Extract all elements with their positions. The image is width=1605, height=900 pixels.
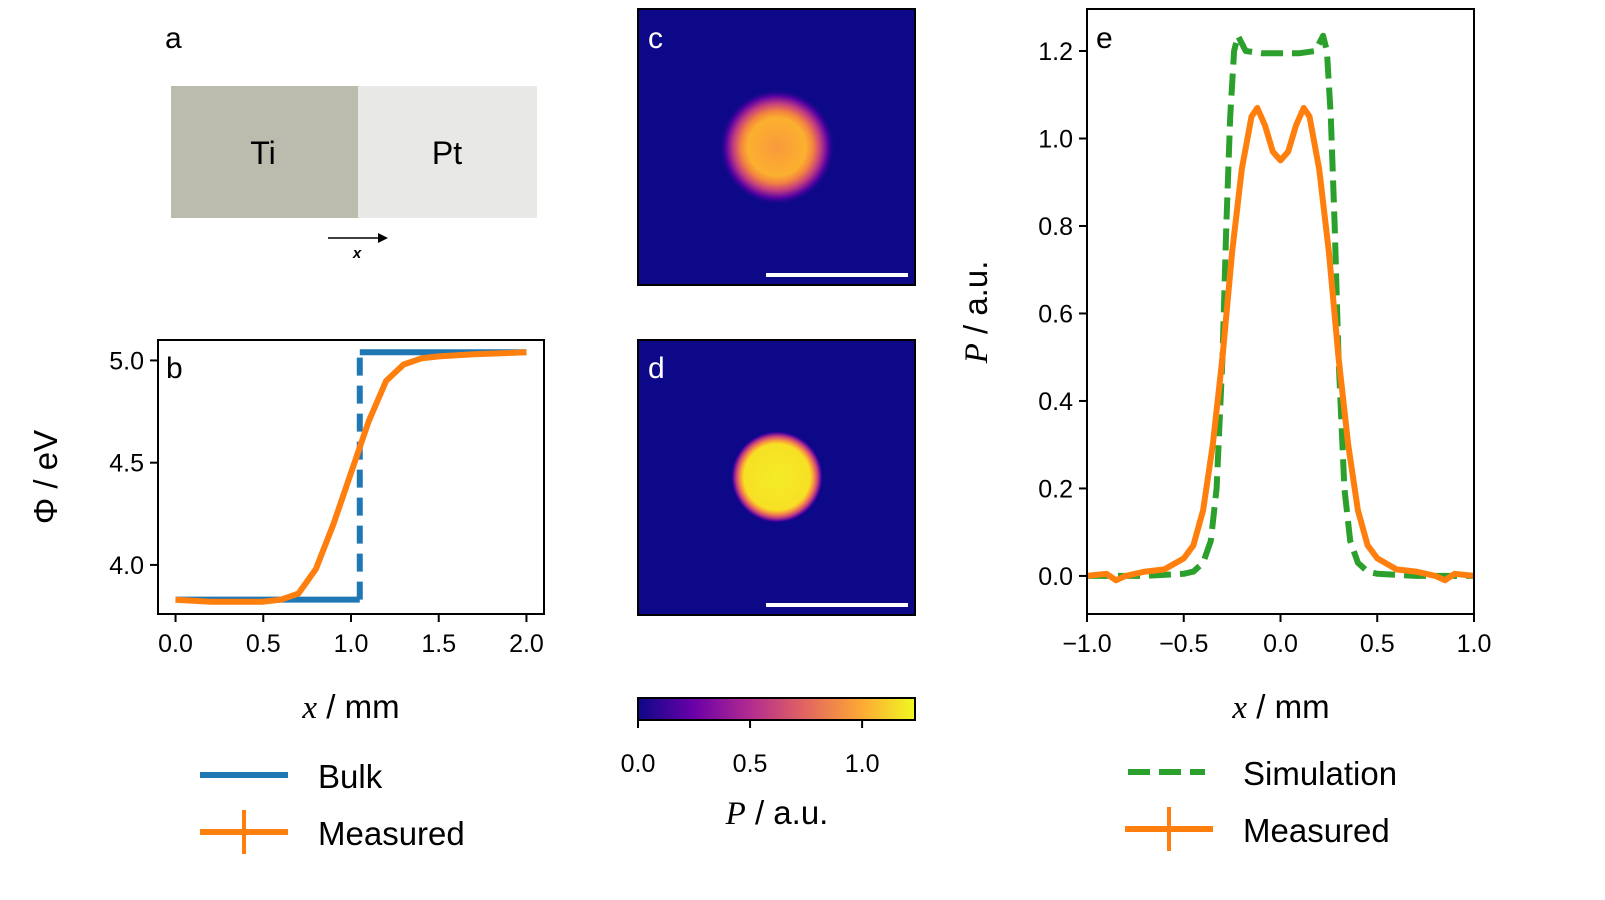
colorbar: P / a.u. 0.0 0.5 1.0 xyxy=(621,697,916,832)
y-tick-label-b: 4.5 xyxy=(109,450,144,478)
x-tick-label-e: −1.0 xyxy=(1062,630,1111,658)
ti-region xyxy=(171,86,358,218)
colorbar-tick-label: 1.0 xyxy=(845,750,880,778)
x-tick-label-b: 1.0 xyxy=(334,630,369,658)
x-var: x xyxy=(301,690,317,726)
legend-label-measured-b: Measured xyxy=(318,815,465,852)
y-tick-label-e: 0.8 xyxy=(1038,213,1073,241)
series-line-simulation-e xyxy=(1087,32,1474,579)
p-unit: / a.u. xyxy=(746,794,829,831)
p-var: P xyxy=(725,796,746,832)
legend-label-measured-e: Measured xyxy=(1243,812,1390,849)
panel-label-a: a xyxy=(165,22,182,55)
y-axis-label-b: Φ / eV xyxy=(27,430,64,524)
panel-label-c: c xyxy=(648,22,663,55)
x-axis-symbol: x xyxy=(352,245,362,262)
image-d-frame xyxy=(637,339,916,616)
panel-label-d: d xyxy=(648,352,665,385)
arrow-head-icon xyxy=(378,233,388,243)
x-tick-label-b: 0.5 xyxy=(246,630,281,658)
y-tick-label-e: 0.2 xyxy=(1038,475,1073,503)
x-tick-label-e: −0.5 xyxy=(1159,630,1208,658)
panel-a-schematic: a Ti Pt x xyxy=(165,22,537,262)
x-axis-label-b: x / mm xyxy=(301,688,399,726)
pt-region xyxy=(358,86,537,218)
ring-spot xyxy=(719,89,835,205)
p-var-e: P xyxy=(959,343,995,364)
panel-label-e: e xyxy=(1096,22,1113,55)
x-unit: / mm xyxy=(317,688,399,725)
y-tick-label-e: 1.0 xyxy=(1038,125,1073,153)
x-tick-label-b: 0.0 xyxy=(158,630,193,658)
y-tick-label-b: 5.0 xyxy=(109,347,144,375)
panel-label-b: b xyxy=(166,352,183,385)
panel-b-chart: b Φ / eV x / mm 0.0 0.5 1.0 1.5 2.0 4.0 4.5 5.0 xyxy=(27,339,545,726)
x-unit-e: / mm xyxy=(1247,688,1329,725)
y-tick-label-e: 0.4 xyxy=(1038,388,1073,416)
panel-c-image: c xyxy=(637,8,916,286)
x-var-e: x xyxy=(1231,690,1247,726)
x-tick-label-e: 0.5 xyxy=(1360,630,1395,658)
colorbar-label: P / a.u. xyxy=(725,794,829,832)
x-axis-label-e: x / mm xyxy=(1231,688,1329,726)
x-tick-label-e: 1.0 xyxy=(1457,630,1492,658)
colorbar-tick-label: 0.0 xyxy=(621,750,656,778)
legend-label-simulation: Simulation xyxy=(1243,755,1397,792)
series-line-measured-e xyxy=(1086,104,1475,584)
image-c-frame xyxy=(637,8,916,286)
x-tick-label-e: 0.0 xyxy=(1263,630,1298,658)
x-tick-label-b: 1.5 xyxy=(421,630,456,658)
panel-d-image: d xyxy=(637,339,916,616)
y-tick-label-b: 4.0 xyxy=(109,552,144,580)
legend-e: Simulation Measured xyxy=(1125,755,1397,851)
y-tick-label-e: 1.2 xyxy=(1038,38,1073,66)
panel-e-chart: e P / a.u. x / mm −1.0 −0.5 0.0 0.5 1.0 0.0 0.… xyxy=(957,8,1492,726)
pt-label: Pt xyxy=(432,135,462,171)
p-unit-e: / a.u. xyxy=(957,261,994,344)
colorbar-gradient xyxy=(637,697,916,721)
disk-spot xyxy=(731,431,823,523)
legend-label-bulk: Bulk xyxy=(318,758,383,795)
colorbar-tick-label: 0.5 xyxy=(733,750,768,778)
x-tick-label-b: 2.0 xyxy=(509,630,544,658)
legend-b: Bulk Measured xyxy=(200,758,465,854)
axes-frame-e xyxy=(1086,8,1475,615)
ti-label: Ti xyxy=(250,135,275,171)
y-tick-label-e: 0.0 xyxy=(1038,563,1073,591)
y-axis-label-e: P / a.u. xyxy=(957,261,995,365)
series-line-measured-b xyxy=(175,349,527,605)
y-tick-label-e: 0.6 xyxy=(1038,300,1073,328)
